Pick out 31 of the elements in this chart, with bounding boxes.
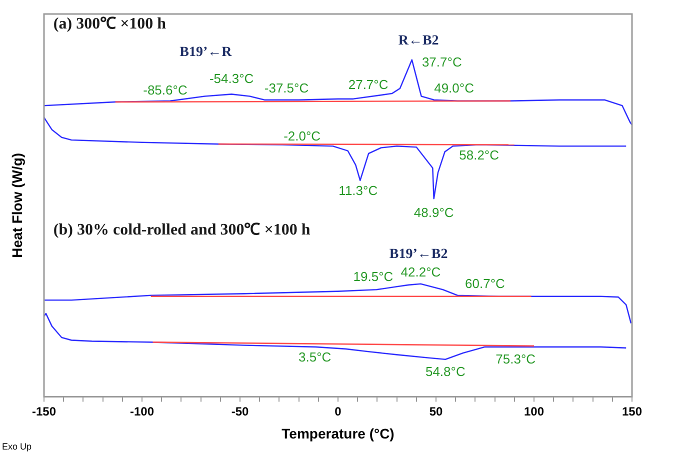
- annotation: 3.5°C: [298, 350, 332, 365]
- text: (a) 300℃ ×100 h: [53, 16, 166, 33]
- annotation: 58.2°C: [459, 148, 500, 163]
- x-tick-label: -100: [130, 404, 154, 418]
- text: B19’←R: [180, 44, 233, 60]
- x-tick-label: 150: [622, 404, 642, 418]
- annotation: 11.3°C: [338, 183, 378, 198]
- text: R←B2: [398, 33, 439, 48]
- y-axis-title: Heat Flow (W/g): [8, 152, 25, 258]
- x-tick-label: 0: [334, 404, 342, 418]
- annotation: 75.3°C: [496, 352, 536, 367]
- x-tick-label: 50: [429, 404, 443, 418]
- annotation: -2.0°C: [284, 128, 321, 144]
- annotation: B19’←B2: [389, 246, 448, 262]
- x-tick-label: 100: [524, 404, 544, 418]
- annotation: 42.2°C: [400, 264, 441, 280]
- x-tick-label: -150: [32, 404, 56, 418]
- annotation: 37.7°C: [422, 54, 462, 70]
- x-tick-label: -50: [231, 404, 249, 418]
- annotation: 54.8°C: [425, 364, 466, 379]
- annotation: 49.0°C: [434, 80, 474, 96]
- annotation: -37.5°C: [264, 80, 309, 96]
- annotation: (b) 30% cold-rolled and 300℃ ×100 h: [53, 221, 310, 238]
- text: Exo Up: [2, 441, 32, 452]
- annotation: 48.9°C: [414, 205, 454, 220]
- annotation: 19.5°C: [353, 269, 394, 284]
- x-axis-title: Temperature (°C): [282, 425, 394, 442]
- annotation: 60.7°C: [465, 276, 505, 291]
- annotation: 27.7°C: [348, 77, 388, 92]
- annotation: -54.3°C: [209, 70, 254, 86]
- annotation: -85.6°C: [143, 82, 188, 98]
